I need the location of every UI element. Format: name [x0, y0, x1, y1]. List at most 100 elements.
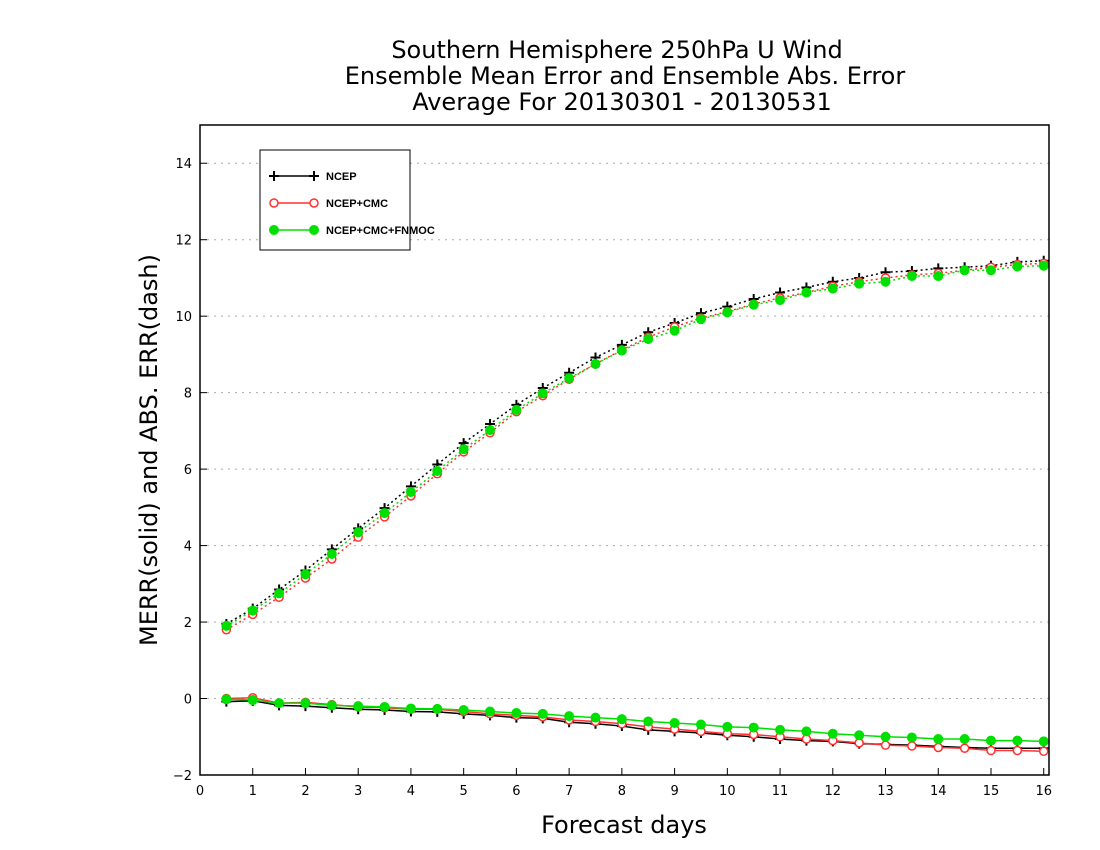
x-axis: 0 1 2 3 4 5 6 7 8 9 10 11 12 13 14 15 16 — [196, 768, 1052, 799]
x-tick-label: 0 — [196, 784, 204, 799]
x-tick-label: 10 — [719, 784, 736, 799]
data-point — [590, 358, 601, 369]
data-point — [300, 569, 311, 580]
legend-item: NCEP — [269, 171, 357, 183]
data-point — [1038, 260, 1049, 271]
data-point — [274, 698, 285, 709]
y-tick-label: 4 — [184, 540, 192, 555]
data-point — [695, 719, 706, 730]
x-tick-label: 9 — [670, 784, 678, 799]
data-point — [221, 694, 232, 705]
data-point — [1012, 735, 1023, 746]
abs-err-line — [225, 259, 1044, 625]
x-tick-label: 2 — [301, 784, 309, 799]
data-point — [880, 276, 891, 287]
data-point — [432, 466, 443, 477]
data-point — [933, 271, 944, 282]
data-point — [959, 743, 970, 753]
data-point — [590, 712, 601, 723]
merr-line — [226, 698, 1044, 743]
data-point — [906, 271, 917, 282]
series — [221, 260, 1049, 747]
data-point — [722, 721, 733, 732]
data-point — [827, 283, 838, 294]
data-point — [775, 724, 786, 735]
chart-title-line-1: Southern Hemisphere 250hPa U Wind — [391, 36, 842, 64]
data-point — [959, 265, 970, 276]
data-point — [1012, 745, 1023, 756]
y-tick-label: −2 — [173, 769, 192, 784]
data-point — [854, 278, 865, 289]
legend-label: NCEP — [326, 171, 357, 183]
data-point — [827, 728, 838, 739]
y-tick-label: 12 — [175, 234, 192, 249]
data-point — [379, 701, 390, 712]
data-point — [485, 425, 496, 436]
data-point — [300, 698, 311, 709]
data-point — [801, 287, 812, 298]
data-point — [432, 703, 443, 714]
data-point — [269, 225, 279, 235]
legend-label: NCEP+CMC — [326, 198, 388, 210]
grid — [200, 162, 1049, 776]
data-point — [907, 741, 917, 751]
x-tick-label: 5 — [460, 784, 468, 799]
y-tick-label: 6 — [184, 463, 192, 478]
series — [221, 255, 1049, 754]
merr-line — [226, 700, 1044, 749]
data-point — [309, 225, 319, 235]
data-point — [326, 549, 337, 559]
data-point — [326, 700, 337, 711]
abs-err-line — [225, 264, 1044, 627]
x-tick-label: 7 — [565, 784, 573, 799]
data-point — [511, 404, 522, 415]
x-tick-label: 4 — [407, 784, 415, 799]
chart-title: Southern Hemisphere 250hPa U Wind Ensemb… — [345, 36, 906, 116]
legend-item: NCEP+CMC — [269, 198, 388, 210]
data-point — [353, 701, 364, 712]
data-point — [985, 265, 996, 276]
x-tick-label: 15 — [983, 784, 1000, 799]
data-point — [880, 740, 891, 750]
chart-title-line-3: Average For 20130301 - 20130531 — [412, 88, 832, 116]
y-tick-label: 0 — [184, 693, 192, 708]
data-point — [643, 716, 654, 727]
y-tick-label: 10 — [175, 310, 192, 325]
data-point — [906, 732, 917, 743]
data-point — [933, 742, 944, 753]
legend-label: NCEP+CMC+FNMOC — [326, 225, 435, 237]
data-point — [669, 718, 680, 728]
data-point — [269, 198, 279, 208]
data-point — [221, 620, 232, 631]
data-point — [564, 711, 575, 722]
x-tick-label: 1 — [249, 784, 257, 799]
data-point — [405, 487, 416, 498]
x-tick-label: 12 — [825, 784, 842, 799]
abs-err-line — [225, 262, 1044, 631]
data-point — [485, 706, 496, 717]
data-point — [643, 334, 654, 345]
data-point — [748, 299, 759, 310]
data-point — [986, 745, 996, 756]
data-point — [775, 295, 786, 306]
x-tick-label: 14 — [930, 784, 947, 799]
y-axis-label: MERR(solid) and ABS. ERR(dash) — [135, 254, 163, 646]
y-tick-label: 8 — [184, 387, 192, 402]
plot-frame — [199, 124, 1050, 776]
data-point — [801, 726, 812, 737]
data-point — [269, 171, 279, 181]
series-layer — [221, 255, 1049, 757]
data-point — [405, 703, 416, 714]
x-tick-label: 13 — [877, 784, 894, 799]
legend: NCEP NCEP+CMC NCEP+CMC+FNMOC — [259, 149, 435, 251]
data-point — [309, 171, 319, 181]
x-tick-label: 3 — [354, 784, 362, 799]
data-point — [564, 373, 575, 384]
y-tick-label: 14 — [175, 157, 192, 172]
data-point — [985, 735, 996, 746]
y-tick-label: 2 — [184, 616, 192, 631]
y-axis: −2 0 2 4 6 8 10 12 14 — [173, 157, 207, 784]
legend-item: NCEP+CMC+FNMOC — [269, 225, 435, 237]
legend-box — [259, 149, 411, 251]
